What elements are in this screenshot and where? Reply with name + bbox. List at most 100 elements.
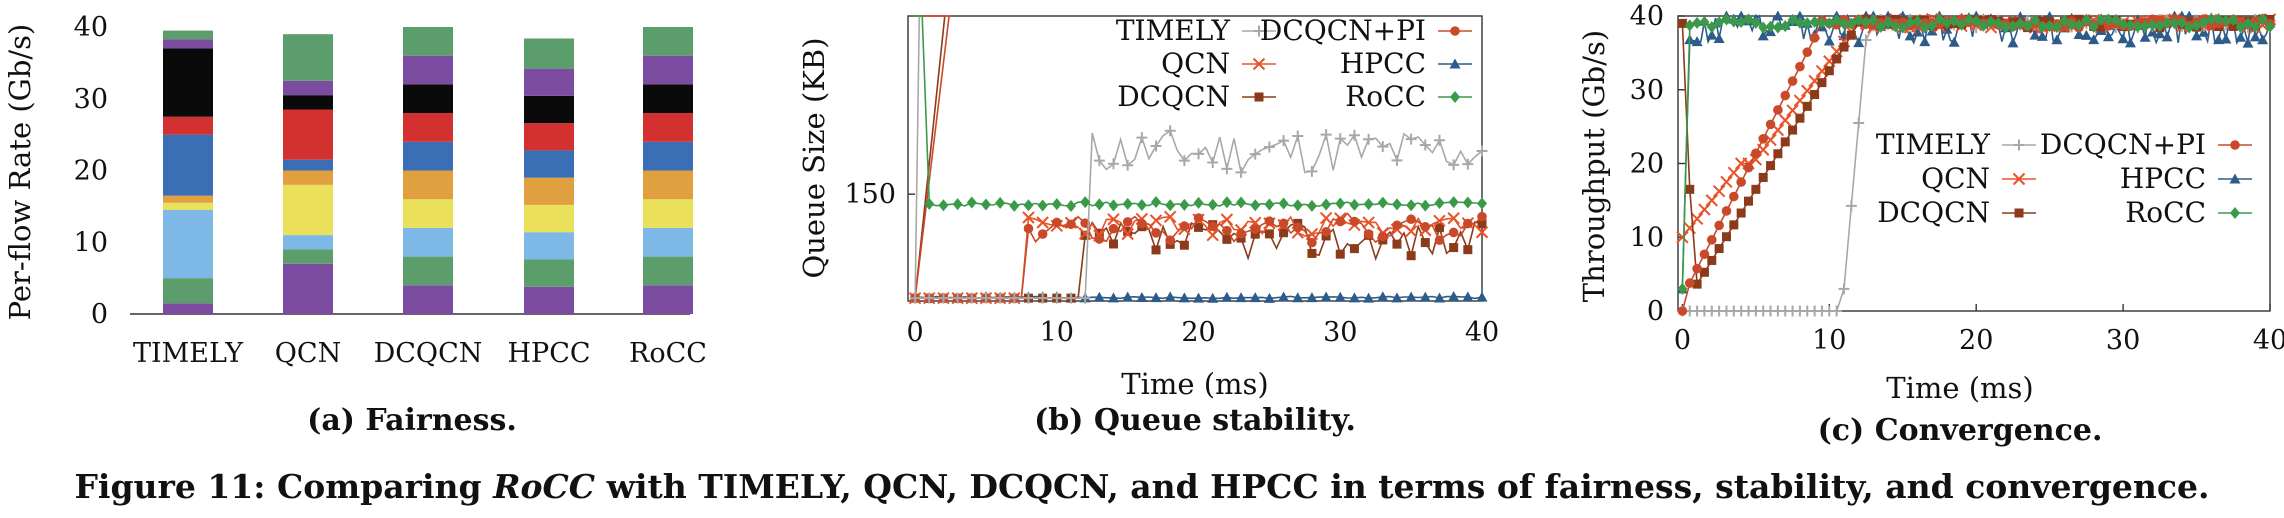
convergence-point — [1993, 17, 2004, 30]
convergence-point — [1795, 113, 1805, 123]
queue-y-axis-label: Queue Size (KB) — [797, 37, 831, 278]
queue-point — [966, 196, 977, 209]
convergence-point — [1823, 35, 1835, 46]
convergence-point — [2198, 16, 2209, 29]
queue-point — [1462, 196, 1473, 209]
queue-point — [1008, 292, 1020, 304]
queue-point — [1051, 198, 1062, 211]
fairness-bar-segment — [524, 150, 574, 178]
convergence-point — [1788, 125, 1798, 135]
queue-point — [1335, 197, 1346, 210]
queue-point — [1334, 133, 1346, 145]
queue-point — [1178, 155, 1190, 167]
convergence-point — [1772, 10, 1784, 21]
queue-legend-label: TIMELY — [1116, 14, 1231, 47]
convergence-point — [2242, 37, 2254, 48]
convergence-point — [2176, 16, 2187, 29]
convergence-point — [2066, 18, 2077, 31]
convergence-point — [2073, 29, 2085, 40]
convergence-series-rocc — [1677, 12, 2275, 295]
queue-point — [1263, 292, 1275, 303]
convergence-point — [1853, 37, 1865, 48]
queue-point — [980, 292, 992, 304]
convergence-point — [1853, 14, 1864, 27]
queue-point — [938, 199, 949, 212]
fairness-bar-segment — [643, 285, 693, 314]
fairness-bar-segment — [524, 259, 574, 287]
queue-point — [1235, 166, 1247, 178]
convergence-point — [1911, 26, 1923, 37]
convergence-point — [2198, 26, 2210, 37]
convergence-point — [1765, 20, 1776, 33]
fairness-y-ticks: 0 10 20 30 40 — [74, 12, 108, 330]
fairness-subtitle: (a) Fairness. — [307, 403, 517, 438]
fairness-bar-segment — [283, 95, 333, 110]
queue-point — [1477, 197, 1487, 210]
fairness-y-tick-label: 30 — [74, 84, 108, 115]
fairness-bar-segment — [643, 256, 693, 286]
queue-point — [1179, 240, 1189, 250]
convergence-point — [1712, 184, 1726, 198]
queue-point — [952, 292, 964, 304]
convergence-point — [1832, 54, 1842, 64]
convergence-point — [1765, 119, 1776, 130]
queue-point — [1037, 199, 1048, 212]
queue-point — [1448, 291, 1460, 302]
fairness-bar-segment — [403, 84, 453, 114]
queue-legend-marker — [1449, 58, 1461, 69]
convergence-x-tick-label: 40 — [2253, 325, 2284, 356]
queue-point — [1449, 243, 1459, 253]
queue-point — [1250, 199, 1261, 212]
convergence-point — [2161, 31, 2173, 42]
queue-point — [1207, 198, 1218, 211]
fairness-bar-segment — [403, 227, 453, 257]
convergence-point — [1699, 267, 1709, 277]
queue-point — [1307, 248, 1317, 258]
queue-series-timely — [909, 15, 1488, 304]
convergence-x-tick-label: 0 — [1674, 325, 1691, 356]
queue-point — [1094, 198, 1105, 211]
queue-point — [1206, 228, 1219, 242]
queue-point — [1121, 227, 1134, 241]
convergence-point — [2154, 28, 2166, 39]
fairness-bar-segment — [163, 116, 213, 135]
queue-point — [1037, 292, 1049, 304]
convergence-point — [1736, 208, 1746, 218]
fairness-chart: 0 10 20 30 40 TIMELY QCN DCQCN HPCC RoCC Per-flo… — [3, 12, 707, 438]
convergence-legend-marker — [2013, 139, 2025, 151]
convergence-point — [2022, 19, 2033, 32]
convergence-legend-marker — [2014, 208, 2024, 218]
queue-point — [1391, 154, 1403, 166]
queue-point — [1207, 292, 1219, 303]
queue-point — [1222, 234, 1232, 244]
queue-point — [1022, 292, 1034, 304]
queue-point — [995, 196, 1006, 209]
convergence-point — [1853, 117, 1865, 129]
convergence-point — [1692, 279, 1702, 289]
queue-point — [1122, 159, 1134, 171]
convergence-point — [1802, 101, 1812, 111]
convergence-point — [1810, 89, 1820, 99]
convergence-legend-label: TIMELY — [1876, 128, 1991, 161]
fairness-bar-segment — [163, 195, 213, 203]
queue-x-tick-label: 30 — [1323, 317, 1357, 348]
convergence-x-axis-label: Time (ms) — [1886, 371, 2034, 405]
queue-point — [1391, 292, 1403, 303]
queue-point — [1108, 292, 1120, 303]
convergence-point — [1706, 235, 1717, 245]
queue-point — [1022, 211, 1035, 224]
convergence-point — [2191, 30, 2203, 41]
convergence-point — [2132, 20, 2143, 33]
queue-point — [1149, 214, 1163, 227]
queue-point — [1179, 198, 1190, 211]
queue-point — [1419, 139, 1431, 151]
convergence-point — [2213, 13, 2224, 26]
queue-point — [1348, 129, 1360, 141]
queue-point — [1178, 292, 1190, 303]
convergence-point — [1809, 15, 1820, 28]
convergence-point — [2125, 19, 2136, 32]
convergence-point — [2242, 17, 2253, 30]
